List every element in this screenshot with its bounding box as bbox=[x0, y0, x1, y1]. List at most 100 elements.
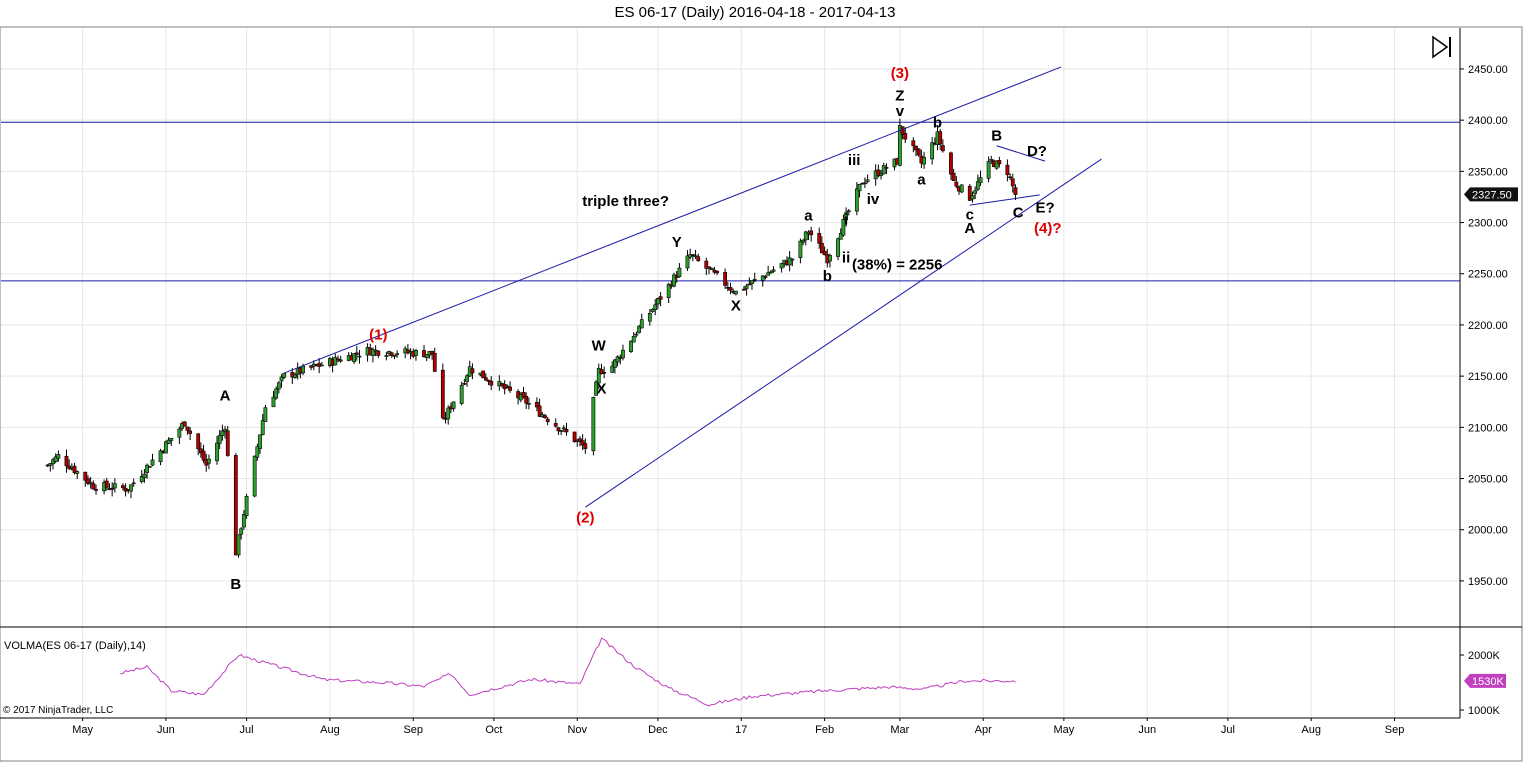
trendline bbox=[585, 158, 1102, 508]
candle-body bbox=[508, 386, 512, 391]
candle-body bbox=[744, 285, 749, 289]
candle-body bbox=[72, 465, 77, 474]
candle-body bbox=[790, 258, 795, 261]
candle-body bbox=[129, 484, 133, 492]
candle-body bbox=[223, 429, 227, 432]
candle-body bbox=[715, 270, 719, 274]
grid bbox=[1, 28, 1460, 718]
last-price-marker bbox=[1464, 187, 1518, 202]
candle-body bbox=[201, 450, 206, 461]
chart-border bbox=[0, 26, 1523, 762]
candle-body bbox=[653, 304, 658, 311]
volume-panel bbox=[120, 637, 1016, 707]
wave-label: b bbox=[823, 268, 832, 285]
candle-body bbox=[978, 177, 983, 184]
candle-body bbox=[685, 255, 690, 269]
wave-label: iii bbox=[848, 152, 861, 169]
candle-body bbox=[973, 190, 978, 194]
candle-body bbox=[838, 233, 843, 240]
candle-body bbox=[967, 185, 972, 201]
candle-body bbox=[196, 433, 201, 450]
candle-body bbox=[131, 482, 136, 485]
candle-body bbox=[233, 455, 238, 556]
chart-title: ES 06-17 (Daily) 2016-04-18 - 2017-04-13 bbox=[614, 4, 896, 21]
candle-body bbox=[704, 260, 709, 269]
candle-body bbox=[446, 407, 451, 420]
candle-body bbox=[768, 271, 773, 274]
time-tick-label: Jul bbox=[1221, 724, 1235, 736]
candle-body bbox=[185, 426, 190, 431]
wave-label: b bbox=[933, 114, 942, 131]
candle-body bbox=[656, 298, 660, 305]
candle-body bbox=[994, 160, 999, 169]
wave-label: A bbox=[964, 220, 975, 237]
candle-body bbox=[798, 240, 803, 259]
candle-body bbox=[578, 438, 582, 442]
candle-body bbox=[940, 145, 945, 152]
candle-body bbox=[505, 385, 510, 388]
candle-body bbox=[1013, 187, 1018, 195]
price-tick-label: 2150.00 bbox=[1468, 371, 1508, 383]
time-tick-label: Nov bbox=[567, 724, 587, 736]
candle-body bbox=[524, 395, 529, 404]
candle-body bbox=[56, 454, 61, 459]
trendline bbox=[284, 66, 1062, 374]
candle-body bbox=[553, 423, 558, 427]
candle-body bbox=[384, 355, 389, 357]
candle-body bbox=[612, 359, 617, 368]
candle-body bbox=[809, 230, 814, 236]
time-tick-label: Mar bbox=[890, 724, 909, 736]
candle-body bbox=[728, 287, 733, 291]
price-tick-label: 2000.00 bbox=[1468, 525, 1508, 537]
candle-body bbox=[158, 450, 163, 463]
wave-label: (1) bbox=[369, 326, 387, 343]
wave-label: B bbox=[991, 128, 1002, 145]
price-tick-label: 2300.00 bbox=[1468, 218, 1508, 230]
candle-body bbox=[459, 385, 464, 404]
candle-body bbox=[481, 370, 486, 379]
candle-body bbox=[462, 383, 467, 385]
candle-body bbox=[637, 326, 641, 333]
candle-body bbox=[91, 483, 96, 490]
price-tick-label: 1950.00 bbox=[1468, 576, 1508, 588]
candle-body bbox=[104, 480, 109, 488]
price-tick-label: 2350.00 bbox=[1468, 166, 1508, 178]
candle-body bbox=[53, 456, 58, 462]
candle-body bbox=[486, 379, 491, 382]
candle-body bbox=[260, 420, 265, 435]
candle-body bbox=[822, 250, 827, 256]
time-tick-label: Jun bbox=[1138, 724, 1156, 736]
volma-line bbox=[120, 637, 1016, 707]
time-tick-label: May bbox=[72, 724, 93, 736]
time-tick-label: Oct bbox=[485, 724, 502, 736]
volma-last-marker bbox=[1464, 673, 1506, 688]
candle-body bbox=[521, 392, 526, 398]
volma-last-label: 1530K bbox=[1472, 676, 1504, 688]
candle-body bbox=[112, 483, 117, 489]
candle-body bbox=[672, 274, 676, 287]
candle-body bbox=[647, 312, 652, 322]
candle-body bbox=[677, 267, 682, 278]
candle-body bbox=[801, 240, 805, 243]
candle-body bbox=[145, 464, 150, 473]
candle-body bbox=[949, 152, 953, 175]
wave-label: E? bbox=[1035, 199, 1054, 216]
candle-body bbox=[857, 183, 862, 192]
candle-body bbox=[666, 283, 671, 298]
candle-body bbox=[844, 212, 849, 221]
wave-label: (4)? bbox=[1034, 220, 1062, 237]
candle-body bbox=[207, 458, 211, 464]
candle-body bbox=[121, 485, 125, 489]
scroll-to-end-icon[interactable] bbox=[1432, 35, 1451, 59]
candle-body bbox=[440, 369, 445, 419]
candle-body bbox=[634, 333, 639, 336]
candle-body bbox=[884, 167, 889, 169]
candle-body bbox=[658, 296, 663, 300]
time-tick-label: Jun bbox=[157, 724, 175, 736]
wave-label: D? bbox=[1027, 143, 1047, 160]
candle-body bbox=[986, 161, 991, 179]
candle-body bbox=[922, 157, 926, 165]
candle-body bbox=[88, 482, 93, 485]
